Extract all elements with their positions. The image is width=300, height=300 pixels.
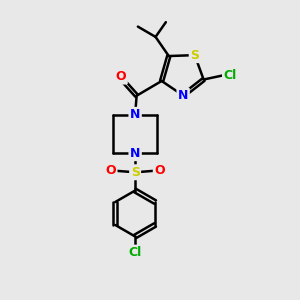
Text: S: S <box>130 166 140 179</box>
Text: O: O <box>116 70 126 83</box>
Text: O: O <box>154 164 165 177</box>
Text: O: O <box>105 164 116 177</box>
Text: N: N <box>178 89 188 102</box>
Text: S: S <box>190 49 199 62</box>
Text: N: N <box>130 147 140 160</box>
Text: Cl: Cl <box>128 246 142 259</box>
Text: N: N <box>130 108 140 122</box>
Text: Cl: Cl <box>224 69 237 82</box>
